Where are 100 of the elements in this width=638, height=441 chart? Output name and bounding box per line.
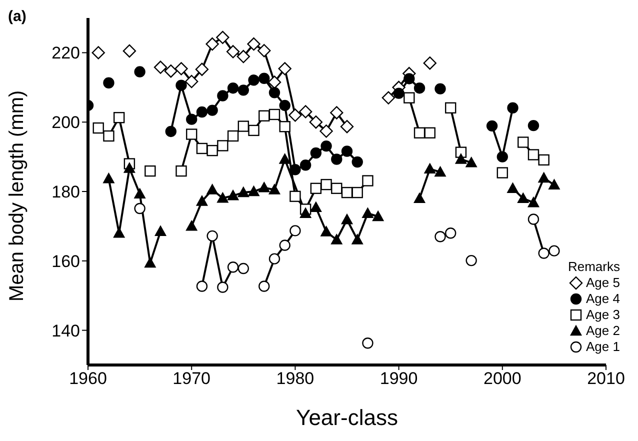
point: [258, 110, 270, 122]
point: [300, 208, 312, 218]
point: [134, 66, 146, 78]
point: [331, 234, 342, 244]
point: [124, 162, 136, 173]
point: [528, 197, 540, 208]
point: [445, 102, 456, 114]
point: [268, 184, 280, 194]
point: [486, 120, 498, 132]
point: [103, 173, 114, 184]
point: [507, 102, 518, 114]
point: [247, 37, 260, 51]
point: [362, 175, 374, 186]
point: [352, 156, 363, 168]
point: [290, 164, 301, 176]
point: [466, 157, 477, 168]
point: [268, 108, 280, 120]
point: [434, 166, 446, 177]
point: [206, 184, 218, 194]
point: [154, 60, 168, 74]
point: [496, 151, 508, 162]
point: [320, 124, 333, 138]
chart-title: (a): [8, 8, 26, 25]
point: [186, 114, 198, 125]
point: [298, 105, 312, 118]
point: [404, 92, 415, 104]
point: [279, 121, 290, 132]
point: [238, 186, 249, 198]
legend-label: Age 3: [586, 307, 620, 323]
point: [226, 45, 240, 58]
point: [258, 280, 270, 292]
point: [414, 82, 426, 94]
point: [103, 77, 114, 88]
point: [434, 83, 446, 94]
point: [320, 140, 332, 152]
y-tick-label: 160: [52, 252, 80, 271]
point: [310, 182, 322, 194]
point: [341, 214, 353, 224]
point: [331, 154, 342, 165]
point: [414, 127, 426, 138]
point: [320, 226, 332, 236]
point: [330, 106, 344, 120]
point: [507, 182, 518, 193]
point: [423, 56, 436, 70]
point: [455, 154, 467, 164]
x-tick-label: 1970: [172, 369, 211, 388]
point: [404, 73, 415, 84]
point: [258, 72, 270, 84]
point: [268, 253, 280, 264]
point: [122, 44, 136, 58]
point: [216, 30, 230, 44]
point: [538, 172, 550, 183]
x-tick-label: 1990: [380, 369, 418, 388]
point: [113, 112, 125, 124]
point: [144, 257, 156, 268]
point: [278, 62, 292, 76]
point: [92, 122, 104, 134]
point: [340, 120, 354, 134]
point: [206, 144, 218, 156]
point: [352, 234, 363, 244]
point: [248, 186, 260, 196]
point: [196, 280, 208, 292]
point: [217, 140, 228, 152]
point: [268, 76, 282, 89]
point: [165, 126, 176, 138]
point: [290, 190, 301, 202]
point: [103, 130, 114, 142]
point: [538, 154, 550, 166]
point: [248, 74, 260, 86]
point: [310, 202, 322, 212]
point: [548, 179, 560, 190]
point: [548, 245, 560, 256]
point: [186, 128, 198, 140]
point: [217, 282, 228, 293]
point: [372, 210, 384, 222]
legend-label: Age 4: [586, 291, 620, 307]
point: [206, 104, 218, 116]
legend-label: Age 1: [586, 339, 620, 355]
point: [176, 80, 187, 91]
point: [227, 262, 239, 273]
point: [186, 220, 198, 231]
point: [185, 74, 198, 88]
point: [268, 87, 280, 98]
point: [320, 178, 332, 190]
y-tick-label: 140: [52, 321, 80, 340]
point: [528, 120, 540, 132]
point: [196, 196, 208, 206]
point: [217, 90, 228, 102]
legend-label: Age 5: [586, 275, 620, 291]
point: [195, 62, 209, 76]
point: [238, 120, 249, 132]
point: [518, 136, 529, 148]
x-tick-label: 1960: [69, 369, 107, 388]
point: [424, 163, 436, 174]
point: [144, 165, 156, 177]
point: [196, 106, 208, 118]
point: [134, 188, 146, 199]
point: [227, 190, 239, 200]
point: [362, 338, 374, 349]
x-axis-title: Year-class: [296, 405, 398, 430]
